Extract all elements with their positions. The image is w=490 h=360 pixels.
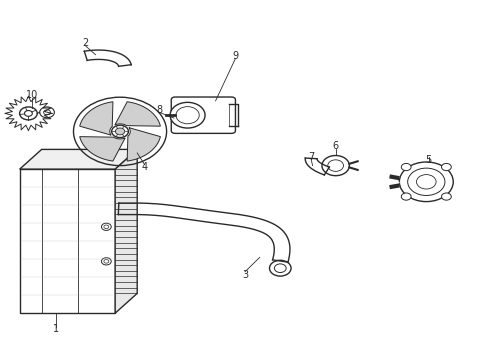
Polygon shape: [115, 149, 137, 313]
Circle shape: [104, 225, 109, 229]
Circle shape: [112, 125, 128, 138]
Polygon shape: [80, 102, 113, 135]
Circle shape: [399, 162, 453, 202]
Circle shape: [401, 193, 411, 200]
Circle shape: [116, 128, 124, 135]
Circle shape: [401, 163, 411, 171]
Circle shape: [441, 193, 451, 200]
Polygon shape: [80, 137, 125, 161]
Circle shape: [270, 260, 291, 276]
Circle shape: [104, 260, 109, 263]
FancyBboxPatch shape: [171, 97, 235, 133]
Text: 1: 1: [53, 324, 59, 334]
Text: 2: 2: [83, 38, 89, 48]
Polygon shape: [20, 149, 137, 169]
Text: 8: 8: [156, 105, 162, 115]
Circle shape: [24, 111, 32, 116]
Polygon shape: [115, 102, 160, 126]
Text: 5: 5: [426, 155, 432, 165]
Text: 10: 10: [26, 90, 38, 100]
Polygon shape: [20, 169, 115, 313]
Circle shape: [40, 107, 54, 118]
Text: 3: 3: [242, 270, 248, 280]
Text: 9: 9: [232, 51, 238, 61]
Circle shape: [20, 107, 37, 120]
Text: 4: 4: [142, 162, 147, 172]
Text: 6: 6: [333, 141, 339, 151]
Circle shape: [101, 258, 111, 265]
Polygon shape: [127, 128, 160, 161]
Circle shape: [322, 156, 349, 176]
Text: 7: 7: [308, 152, 314, 162]
Circle shape: [170, 102, 205, 128]
Circle shape: [441, 163, 451, 171]
Circle shape: [101, 223, 111, 230]
